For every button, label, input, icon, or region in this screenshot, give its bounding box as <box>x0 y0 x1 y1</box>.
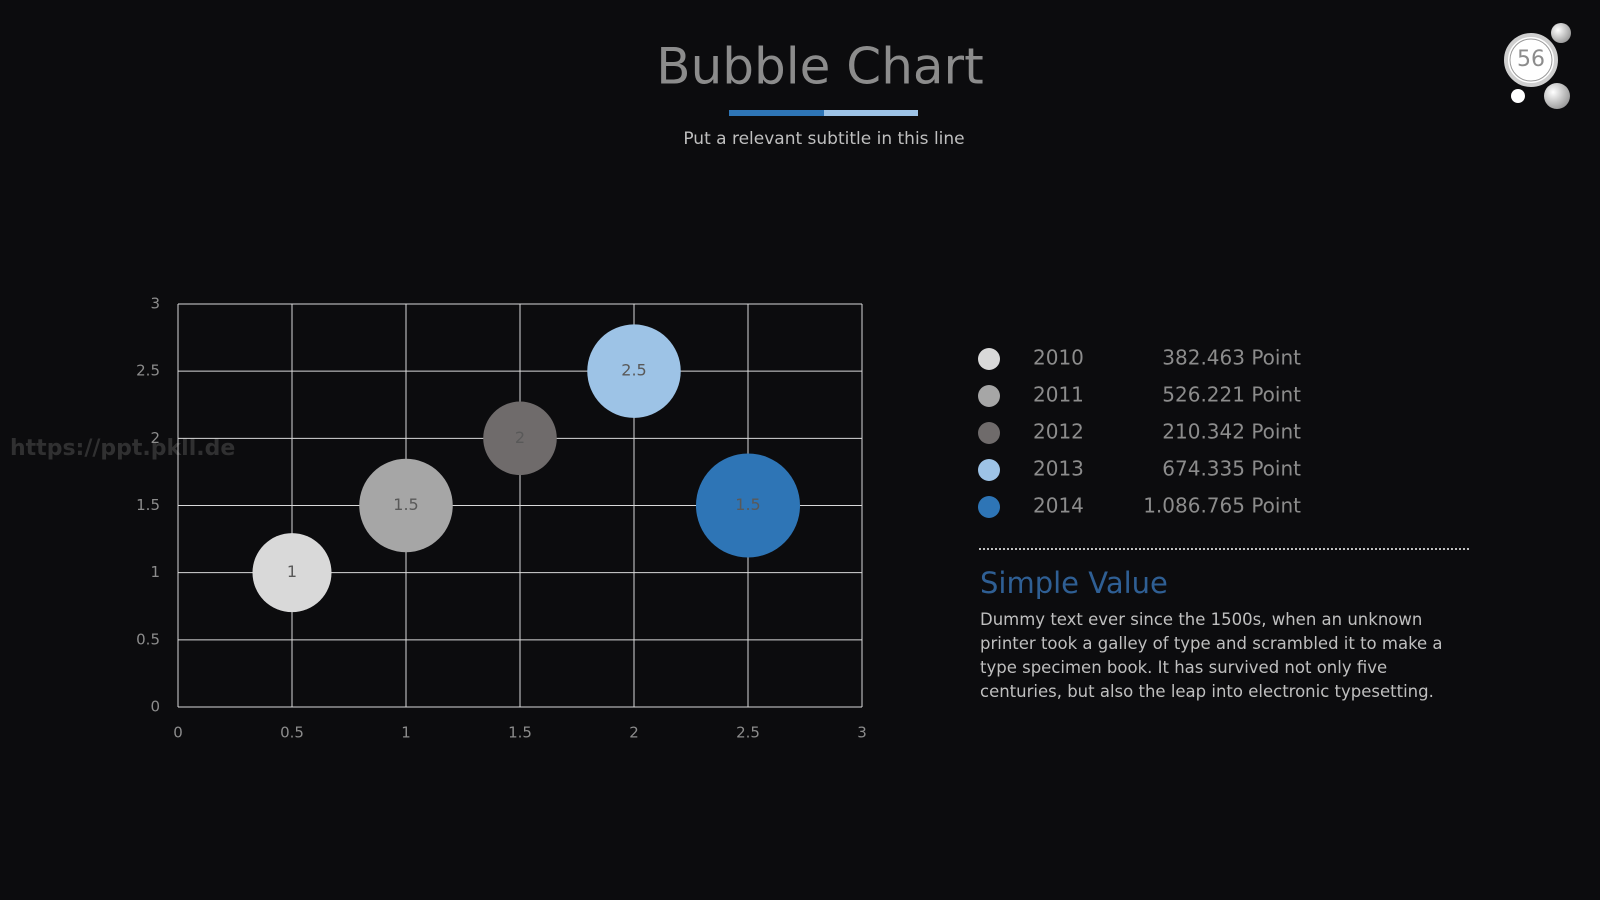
slide-number: 56 <box>1517 47 1545 72</box>
y-tick-label: 0 <box>150 698 160 716</box>
title: Bubble Chart <box>656 38 983 96</box>
legend-label: 2014 <box>1033 494 1084 518</box>
logo-ball <box>1551 23 1571 43</box>
bubble <box>252 533 332 613</box>
slide-number-ring <box>1509 38 1553 82</box>
y-tick-label: 1 <box>150 563 160 581</box>
y-tick-label: 0.5 <box>136 630 160 648</box>
x-tick-label: 1 <box>401 724 411 742</box>
legend-value: 526.221 Point <box>1162 383 1301 407</box>
legend-marker <box>978 422 1000 444</box>
y-tick-label: 1.5 <box>136 496 160 514</box>
legend-marker <box>978 496 1000 518</box>
side-text: Dummy text ever since the 1500s, when an… <box>980 610 1443 701</box>
bubble-label: 1 <box>287 562 297 581</box>
bubble-label: 1.5 <box>735 495 760 514</box>
legend-value: 382.463 Point <box>1162 346 1301 370</box>
x-tick-label: 2 <box>629 724 639 742</box>
subtitle: Put a relevant subtitle in this line <box>683 129 964 149</box>
bubble-label: 1.5 <box>393 495 418 514</box>
title-underline <box>824 110 918 116</box>
bubble-label: 2.5 <box>621 361 646 380</box>
chart: 0 0.5 1 1.5 2 2.5 3 0 0.5 1 1.5 2 2.5 3 1 1.5 2 2.5 1.5 <box>136 295 867 742</box>
x-tick-label: 3 <box>857 724 867 742</box>
logo-ball <box>1511 89 1525 103</box>
y-tick-label: 2 <box>150 429 160 447</box>
legend-value: 674.335 Point <box>1162 457 1301 481</box>
legend-label: 2012 <box>1033 420 1084 444</box>
title-underline <box>729 110 824 116</box>
legend-label: 2013 <box>1033 457 1084 481</box>
bubble <box>483 401 557 476</box>
x-tick-label: 0.5 <box>280 724 304 742</box>
legend: 2010 382.463 Point 2011 526.221 Point 2012 21… <box>978 346 1301 518</box>
legend-value: 210.342 Point <box>1162 420 1301 444</box>
watermark: https://ppt.pkll.de <box>10 436 235 461</box>
bubble <box>359 458 453 553</box>
x-tick-label: 1.5 <box>508 724 532 742</box>
legend-label: 2010 <box>1033 346 1084 370</box>
x-tick-label: 0 <box>173 724 183 742</box>
logo-ball <box>1544 83 1570 109</box>
side-heading: Simple Value <box>980 566 1168 600</box>
bubble <box>587 324 681 418</box>
y-tick-label: 2.5 <box>136 362 160 380</box>
y-tick-label: 3 <box>150 295 160 313</box>
x-tick-label: 2.5 <box>736 724 760 742</box>
legend-value: 1.086.765 Point <box>1143 494 1301 518</box>
bubble <box>695 453 801 558</box>
bubble-label: 2 <box>515 428 525 447</box>
legend-marker <box>978 385 1000 407</box>
legend-marker <box>978 348 1000 370</box>
legend-label: 2011 <box>1033 383 1084 407</box>
legend-marker <box>978 459 1000 481</box>
